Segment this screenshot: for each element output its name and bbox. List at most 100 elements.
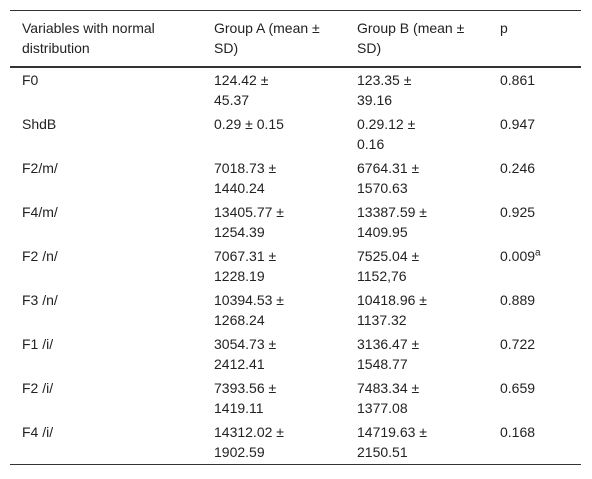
p-value-text: 0.947 bbox=[500, 116, 536, 132]
variable-name: F2/m/ bbox=[22, 160, 58, 176]
table-cell: 0.009a bbox=[488, 244, 581, 288]
table-cell: 3136.47 ± 1548.77 bbox=[345, 332, 488, 376]
table-row: F1 /i/3054.73 ± 2412.41 3136.47 ± 1548.77… bbox=[10, 332, 581, 376]
p-value: 0.889 bbox=[500, 290, 581, 310]
p-value: 0.722 bbox=[500, 334, 581, 354]
cell-value: 13387.59 ± 1409.95 bbox=[357, 204, 427, 240]
table-row: F4 /i/14312.02 ± 1902.59 14719.63 ± 2150.… bbox=[10, 420, 581, 465]
table-cell: 0.29 ± 0.15 bbox=[202, 112, 345, 156]
p-value: 0.947 bbox=[500, 114, 581, 134]
table-cell: F4 /i/ bbox=[10, 420, 202, 465]
table-cell: 0.29.12 ± 0.16 bbox=[345, 112, 488, 156]
table-cell: 123.35 ± 39.16 bbox=[345, 67, 488, 112]
table-row: F4/m/13405.77 ± 1254.39 13387.59 ± 1409.9… bbox=[10, 200, 581, 244]
cell-value: 14719.63 ± 2150.51 bbox=[357, 424, 427, 460]
table-body: F0 124.42 ± 45.37 123.35 ± 39.16 0.861 ShdB 0… bbox=[10, 67, 581, 465]
cell-value: 123.35 ± 39.16 bbox=[357, 72, 412, 108]
table-cell: 7483.34 ± 1377.08 bbox=[345, 376, 488, 420]
p-value-text: 0.659 bbox=[500, 380, 536, 396]
table-cell: F2 /n/ bbox=[10, 244, 202, 288]
cell-value: 10418.96 ± 1137.32 bbox=[357, 292, 427, 328]
variable-name: F4/m/ bbox=[22, 204, 58, 220]
table-cell: 13387.59 ± 1409.95 bbox=[345, 200, 488, 244]
table-row: F2 /n/7067.31 ± 1228.19 7525.04 ± 1152,76… bbox=[10, 244, 581, 288]
cell-value: 7483.34 ± 1377.08 bbox=[357, 380, 420, 416]
header-cell: Group A (mean ± SD) bbox=[202, 10, 345, 68]
variable-name: ShdB bbox=[22, 116, 57, 132]
cell-value: 0.29.12 ± 0.16 bbox=[357, 116, 416, 152]
table-cell: F1 /i/ bbox=[10, 332, 202, 376]
cell-value: 13405.77 ± 1254.39 bbox=[214, 204, 284, 240]
cell-value: 10394.53 ± 1268.24 bbox=[214, 292, 284, 328]
header-text: Variables with normal distribution bbox=[22, 20, 155, 56]
table-cell: ShdB bbox=[10, 112, 202, 156]
table-row: ShdB 0.29 ± 0.15 0.29.12 ± 0.16 0.947 bbox=[10, 112, 581, 156]
p-value-text: 0.925 bbox=[500, 204, 536, 220]
cell-value: 7393.56 ± 1419.11 bbox=[214, 380, 277, 416]
table-cell: F2 /i/ bbox=[10, 376, 202, 420]
p-value-text: 0.246 bbox=[500, 160, 536, 176]
cell-value: 6764.31 ± 1570.63 bbox=[357, 160, 420, 196]
table-cell: 7525.04 ± 1152,76 bbox=[345, 244, 488, 288]
table-cell: 7393.56 ± 1419.11 bbox=[202, 376, 345, 420]
header-row: Variables with normal distribution Group … bbox=[10, 10, 581, 68]
variable-name: F2 /i/ bbox=[22, 380, 54, 396]
header-text: p bbox=[500, 20, 508, 36]
variable-name: F0 bbox=[22, 72, 39, 88]
table-cell: 14312.02 ± 1902.59 bbox=[202, 420, 345, 465]
p-value: 0.168 bbox=[500, 422, 581, 442]
header-cell: Variables with normal distribution bbox=[10, 10, 202, 68]
table-row: F3 /n/10394.53 ± 1268.24 10418.96 ± 1137.… bbox=[10, 288, 581, 332]
table-cell: 14719.63 ± 2150.51 bbox=[345, 420, 488, 465]
table-cell: 0.168 bbox=[488, 420, 581, 465]
table-cell: 13405.77 ± 1254.39 bbox=[202, 200, 345, 244]
table-cell: 7018.73 ± 1440.24 bbox=[202, 156, 345, 200]
p-value: 0.009a bbox=[500, 246, 581, 266]
header-text: Group A (mean ± SD) bbox=[214, 20, 320, 56]
table-cell: 10394.53 ± 1268.24 bbox=[202, 288, 345, 332]
table-cell: 0.925 bbox=[488, 200, 581, 244]
table-row: F2 /i/7393.56 ± 1419.11 7483.34 ± 1377.08… bbox=[10, 376, 581, 420]
p-value: 0.861 bbox=[500, 70, 581, 90]
p-value: 0.925 bbox=[500, 202, 581, 222]
p-value: 0.246 bbox=[500, 158, 581, 178]
variable-name: F4 /i/ bbox=[22, 424, 54, 440]
cell-value: 14312.02 ± 1902.59 bbox=[214, 424, 284, 460]
header-text: Group B (mean ± SD) bbox=[357, 20, 465, 56]
table-cell: 0.659 bbox=[488, 376, 581, 420]
table-cell: 10418.96 ± 1137.32 bbox=[345, 288, 488, 332]
table-cell: 0.861 bbox=[488, 67, 581, 112]
table-cell: 0.889 bbox=[488, 288, 581, 332]
footnote-mark: a bbox=[535, 247, 541, 259]
header-cell: Group B (mean ± SD) bbox=[345, 10, 488, 68]
cell-value: 3136.47 ± 1548.77 bbox=[357, 336, 420, 372]
table-cell: 0.722 bbox=[488, 332, 581, 376]
table-cell: 124.42 ± 45.37 bbox=[202, 67, 345, 112]
p-value-text: 0.168 bbox=[500, 424, 536, 440]
table-cell: F2/m/ bbox=[10, 156, 202, 200]
cell-value: 7525.04 ± 1152,76 bbox=[357, 248, 420, 284]
cell-value: 124.42 ± 45.37 bbox=[214, 72, 269, 108]
cell-value: 0.29 ± 0.15 bbox=[214, 116, 284, 132]
table-row: F2/m/7018.73 ± 1440.24 6764.31 ± 1570.63 0… bbox=[10, 156, 581, 200]
table-cell: 6764.31 ± 1570.63 bbox=[345, 156, 488, 200]
p-value-text: 0.889 bbox=[500, 292, 536, 308]
variable-name: F3 /n/ bbox=[22, 292, 58, 308]
cell-value: 3054.73 ± 2412.41 bbox=[214, 336, 277, 372]
table-cell: F4/m/ bbox=[10, 200, 202, 244]
p-value-text: 0.009 bbox=[500, 248, 536, 264]
cell-value: 7018.73 ± 1440.24 bbox=[214, 160, 277, 196]
table-cell: F0 bbox=[10, 67, 202, 112]
table-cell: 3054.73 ± 2412.41 bbox=[202, 332, 345, 376]
header-cell: p bbox=[488, 10, 581, 68]
p-value: 0.659 bbox=[500, 378, 581, 398]
table-row: F0 124.42 ± 45.37 123.35 ± 39.16 0.861 bbox=[10, 67, 581, 112]
table-cell: 7067.31 ± 1228.19 bbox=[202, 244, 345, 288]
cell-value: 7067.31 ± 1228.19 bbox=[214, 248, 277, 284]
table-cell: 0.947 bbox=[488, 112, 581, 156]
variable-name: F1 /i/ bbox=[22, 336, 54, 352]
variable-name: F2 /n/ bbox=[22, 248, 58, 264]
table-cell: F3 /n/ bbox=[10, 288, 202, 332]
p-value-text: 0.861 bbox=[500, 72, 536, 88]
